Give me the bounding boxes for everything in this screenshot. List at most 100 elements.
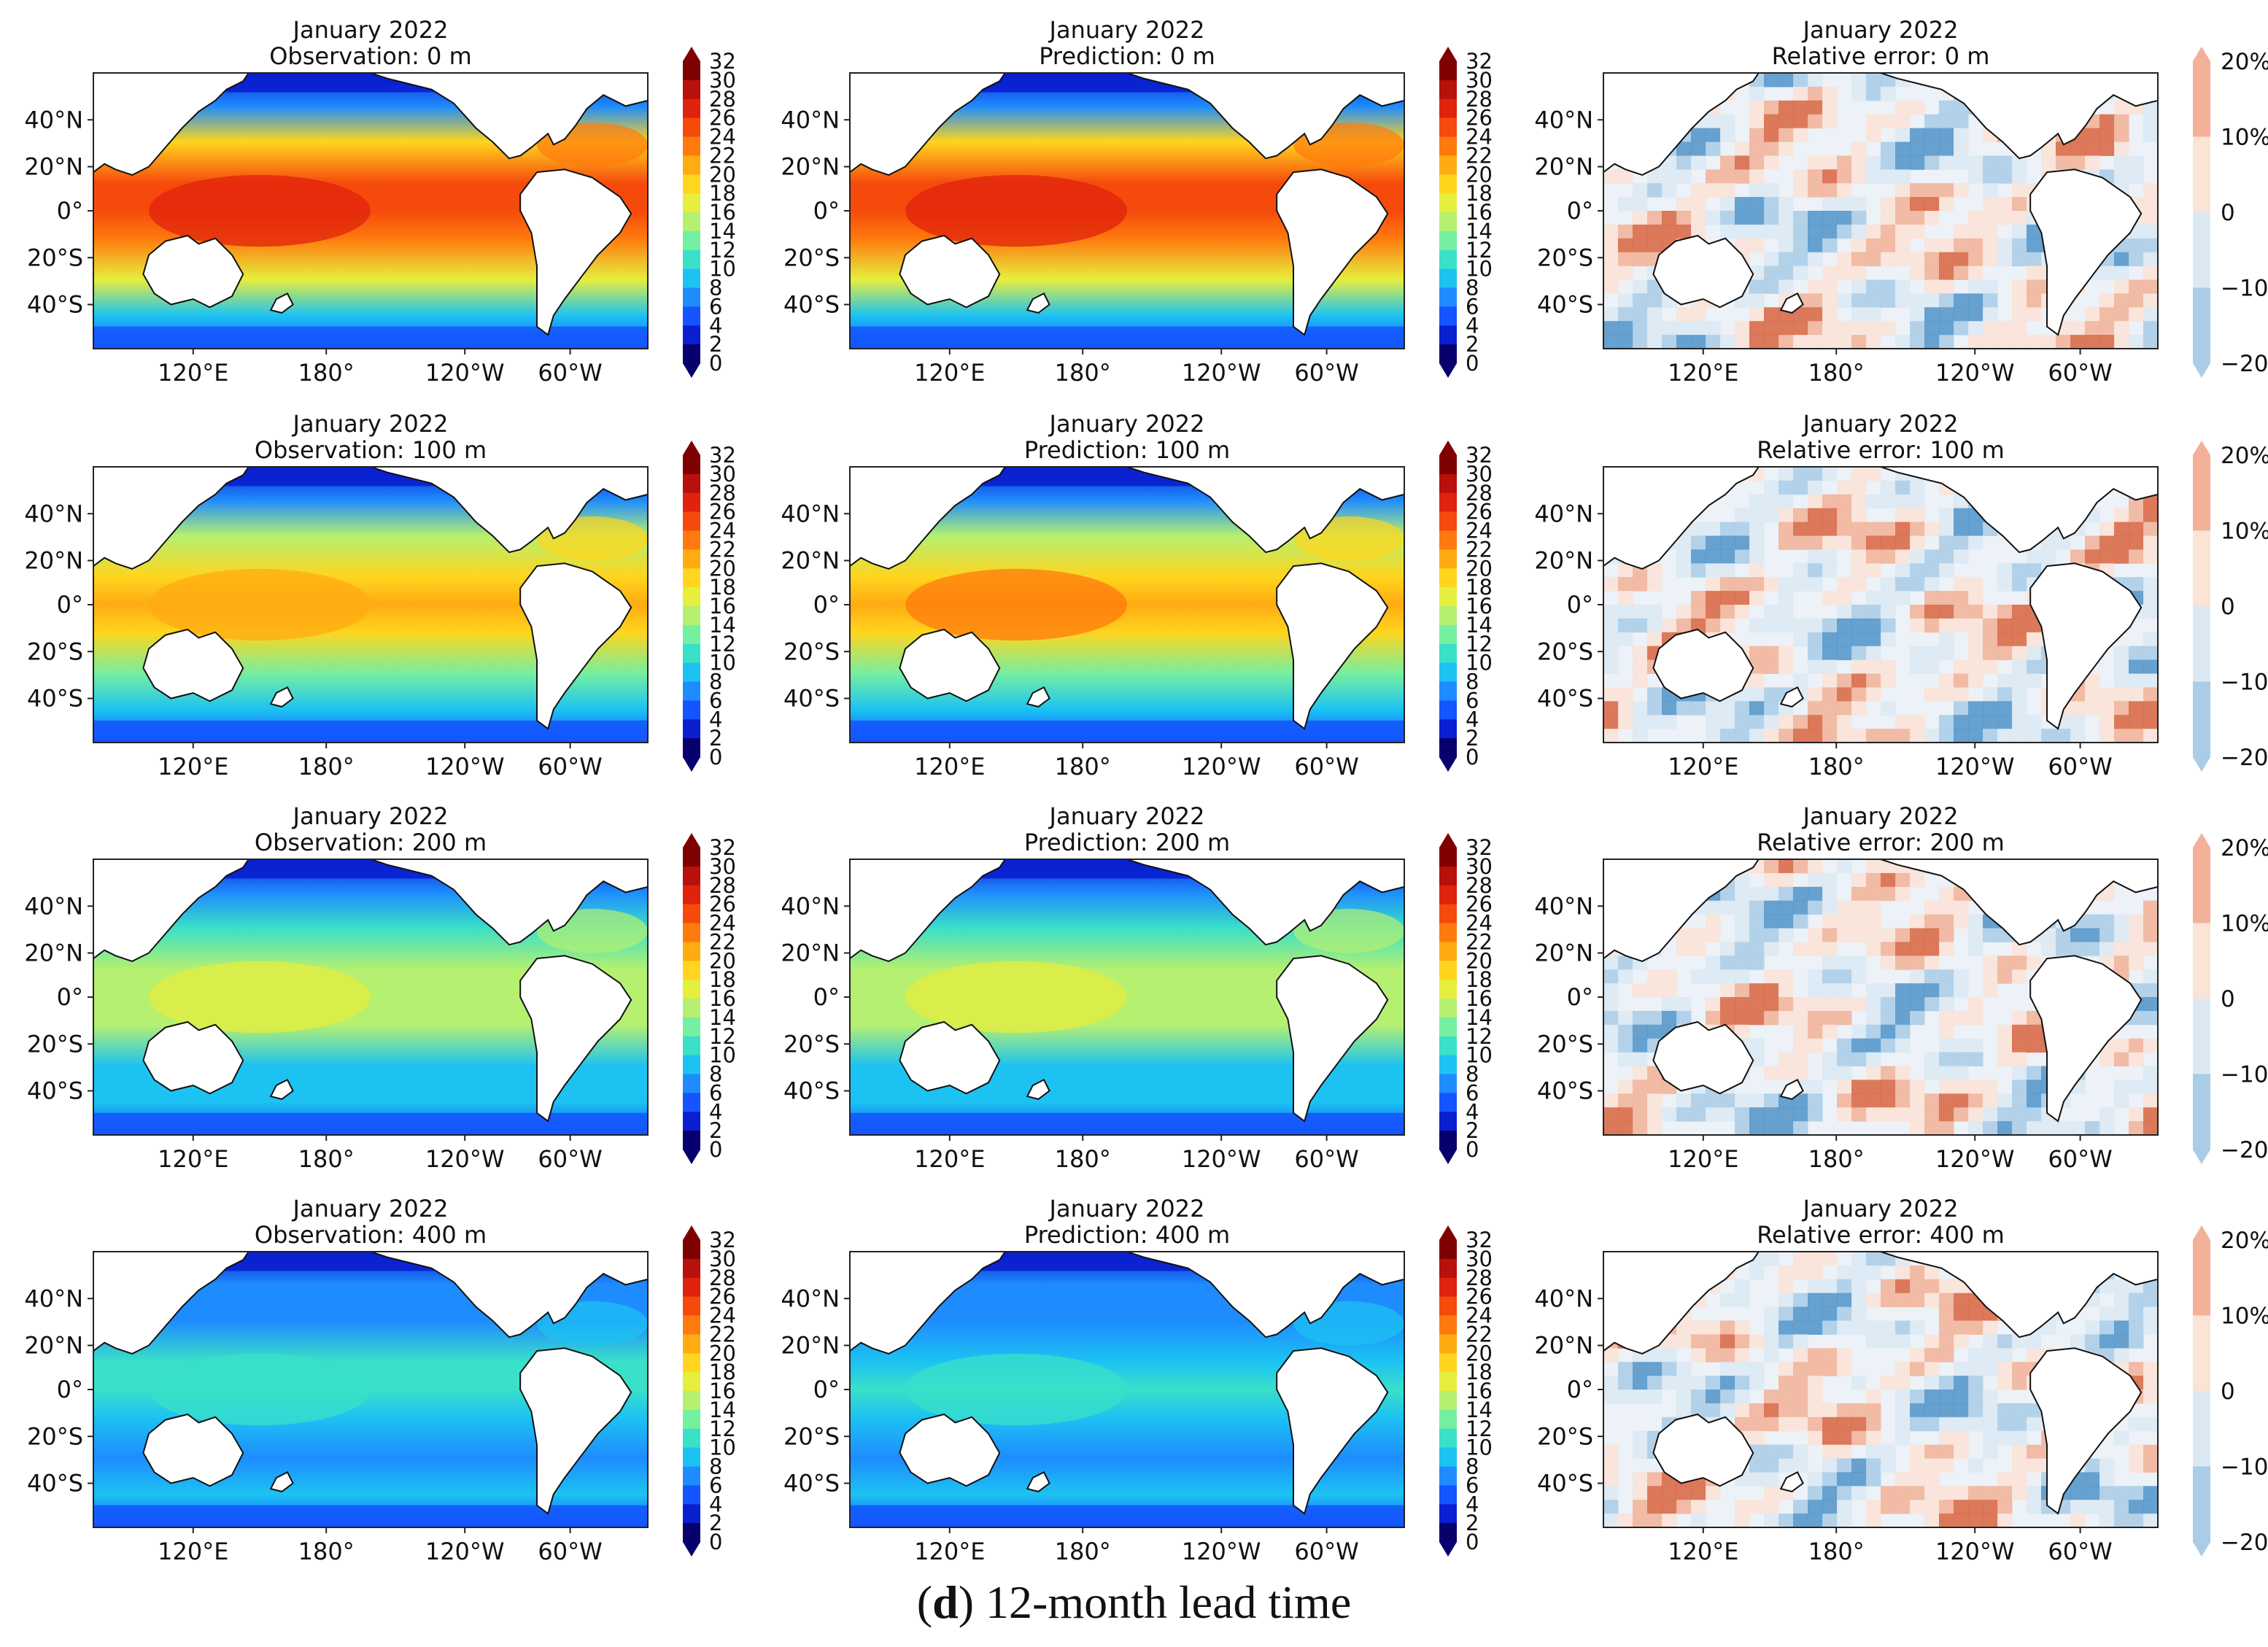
error-cell — [1691, 128, 1706, 142]
error-cell — [2070, 1334, 2086, 1349]
err-colorbar-arrow-bottom — [2193, 1542, 2210, 1557]
error-cell — [1764, 211, 1779, 225]
error-cell — [1895, 252, 1911, 267]
error-cell — [1924, 577, 1940, 592]
colorbar-tick-label: 32 — [709, 1228, 736, 1252]
error-cell — [1793, 942, 1808, 956]
error-cell — [1720, 701, 1735, 716]
error-cell — [1793, 1265, 1808, 1280]
landmass-nz — [269, 686, 294, 708]
warm-pool — [905, 174, 1127, 247]
error-cell — [1647, 1390, 1663, 1404]
error-cell — [1764, 73, 1779, 88]
error-cell — [1866, 238, 1881, 253]
error-cell — [1764, 114, 1779, 129]
error-cell — [1983, 618, 1998, 633]
error-cell — [1954, 128, 1969, 142]
colorbar-segment — [683, 1353, 700, 1373]
error-cell — [1910, 618, 1925, 633]
error-cell — [1866, 169, 1881, 184]
error-cell — [1822, 1458, 1838, 1473]
landmass-nz — [1779, 1471, 1804, 1492]
colorbar-arrow-top — [1439, 441, 1457, 455]
error-cell — [1808, 1500, 1823, 1514]
error-cell — [1822, 293, 1838, 308]
lon-tick-label: 180° — [298, 753, 355, 780]
error-cell — [1603, 1121, 1619, 1135]
error-cell — [1866, 900, 1881, 915]
error-cell — [1676, 1486, 1692, 1500]
error-cell — [1837, 494, 1852, 509]
error-cell — [1691, 591, 1706, 605]
colorbar-tick-label: 4 — [709, 1099, 722, 1124]
error-cell — [1603, 1093, 1619, 1108]
error-cell — [1866, 1066, 1881, 1080]
colorbar-segment — [1439, 980, 1457, 999]
error-cell — [1764, 1514, 1779, 1527]
error-cell — [1720, 1362, 1735, 1376]
colorbar-segment — [1439, 1258, 1457, 1279]
error-cell — [2070, 1514, 2086, 1527]
error-cell — [1735, 914, 1750, 929]
error-cell — [1968, 335, 1983, 349]
error-cell — [1749, 886, 1765, 902]
lat-tick-label: 0° — [57, 1376, 83, 1403]
error-cell — [2041, 155, 2056, 170]
error-cell — [1822, 224, 1838, 239]
colorbar-tick-label: 6 — [1466, 1473, 1479, 1497]
error-cell — [1764, 659, 1779, 674]
error-cell — [1603, 1107, 1619, 1122]
error-cell — [1997, 673, 2013, 688]
error-cell — [1779, 1403, 1794, 1418]
error-cell — [1895, 1093, 1911, 1108]
error-cell — [1866, 659, 1881, 674]
error-cell — [1662, 183, 1677, 198]
err-colorbar-tick-label: 20% — [2221, 835, 2268, 861]
error-cell — [1633, 1024, 1648, 1039]
error-cell — [1618, 1514, 1633, 1527]
error-cell — [1603, 577, 1619, 592]
error-cell — [2129, 508, 2144, 523]
error-cell — [1735, 1500, 1750, 1514]
error-cell — [1837, 983, 1852, 998]
error-cell — [2143, 321, 2158, 336]
error-cell — [1895, 535, 1911, 550]
error-cell — [2012, 1093, 2027, 1108]
error-cell — [1691, 1093, 1706, 1108]
error-cell — [1866, 1444, 1881, 1459]
error-cell — [1924, 1265, 1940, 1280]
colorbar-segment — [1439, 1485, 1457, 1505]
error-cell — [1735, 335, 1750, 349]
colorbar-tick-label: 18 — [1466, 967, 1493, 992]
error-cell — [1749, 1458, 1765, 1473]
error-cell — [1939, 900, 1954, 915]
error-cell — [1939, 729, 1954, 743]
error-cell — [1764, 1444, 1779, 1459]
lat-tick-label: 0° — [1567, 197, 1593, 225]
error-cell — [2099, 1121, 2115, 1135]
lat-tick-label: 40°S — [783, 685, 840, 713]
error-cell — [1808, 886, 1823, 902]
error-cell — [1851, 659, 1867, 674]
colorbar-segment — [683, 606, 700, 626]
lat-tick-label: 20°N — [1534, 547, 1593, 575]
error-cell — [1866, 1052, 1881, 1066]
error-cell — [1895, 1376, 1911, 1390]
error-cell — [1822, 886, 1838, 902]
panel-title: Observation: 0 m — [269, 42, 472, 70]
error-cell — [1793, 224, 1808, 239]
error-cell — [1910, 1121, 1925, 1135]
error-cell — [1618, 321, 1633, 336]
error-cell — [1706, 1403, 1721, 1418]
error-cell — [1968, 942, 1983, 956]
colorbar-segment — [1439, 511, 1457, 532]
error-cell — [1808, 86, 1823, 101]
cold-south — [93, 326, 648, 349]
error-cell — [1720, 224, 1735, 239]
error-cell — [1749, 673, 1765, 688]
error-cell — [1968, 928, 1983, 942]
error-cell — [1881, 1376, 1896, 1390]
error-cell — [1676, 1010, 1692, 1026]
error-cell — [1954, 687, 1969, 702]
error-cell — [1749, 591, 1765, 605]
